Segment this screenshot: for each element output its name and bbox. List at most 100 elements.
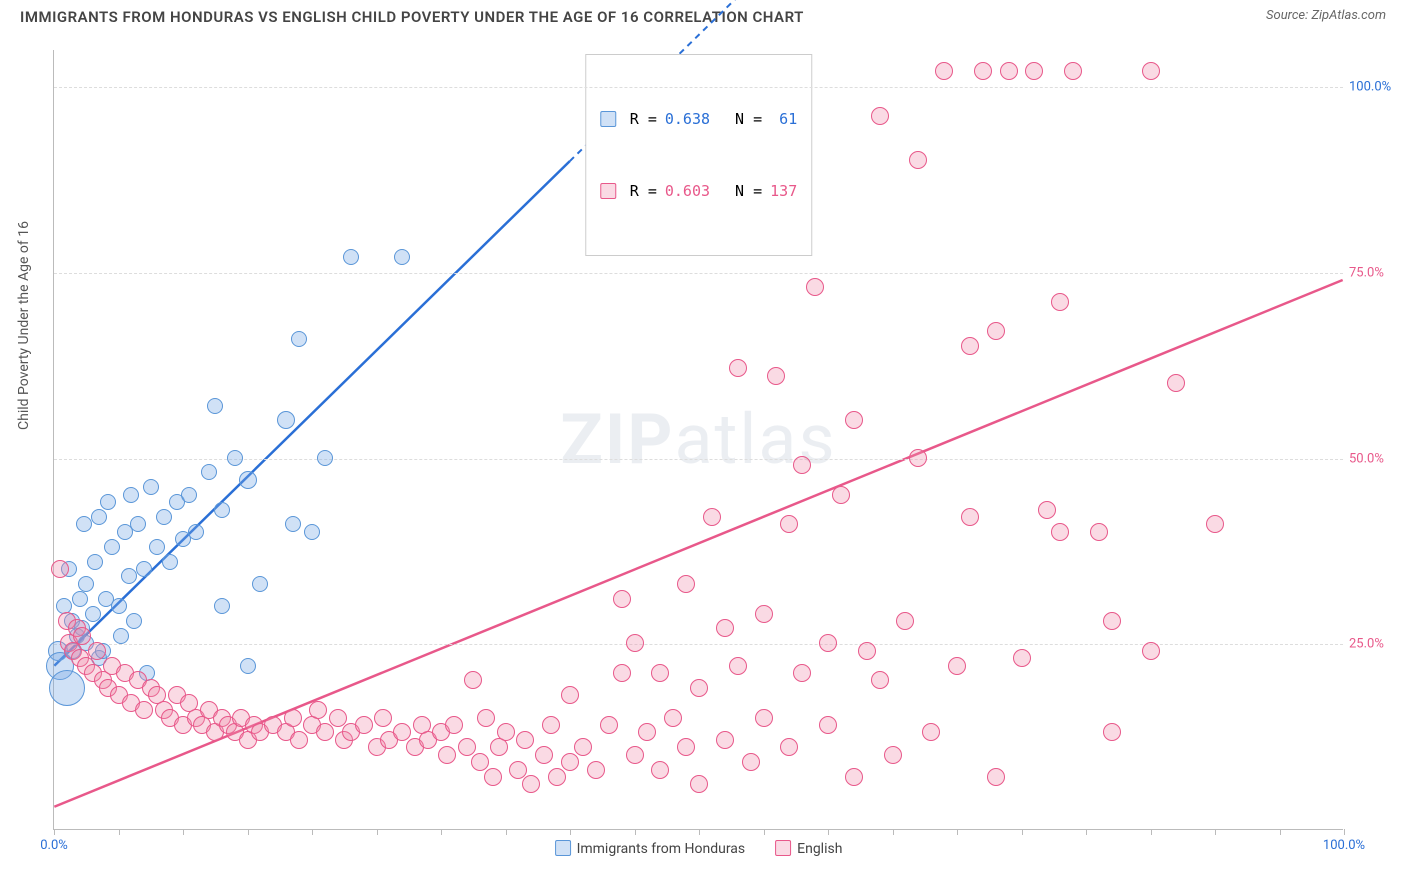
r-label: R = [630, 107, 657, 131]
n-value-english: 137 [770, 179, 797, 203]
xtick-label: 0.0% [40, 838, 68, 853]
data-point-english [290, 731, 308, 749]
data-point-honduras [76, 516, 92, 532]
data-point-honduras [304, 524, 320, 540]
data-point-english [858, 642, 876, 660]
ytick-label: 25.0% [1349, 637, 1399, 652]
data-point-honduras [162, 554, 178, 570]
data-point-honduras [126, 613, 142, 629]
n-label: N = [735, 107, 762, 131]
swatch-english [600, 183, 616, 199]
xtick [441, 829, 442, 835]
data-point-english [445, 716, 463, 734]
data-point-english [587, 761, 605, 779]
gridline-h [54, 87, 1343, 88]
plot-area: ZIPatlas R = 0.638 N = 61 R = 0.603 N = … [53, 50, 1343, 830]
xtick [699, 829, 700, 835]
data-point-honduras [85, 606, 101, 622]
data-point-english [477, 709, 495, 727]
ytick-label: 50.0% [1349, 451, 1399, 466]
swatch-honduras-icon [555, 840, 571, 856]
data-point-english [1051, 293, 1069, 311]
gridline-h [54, 273, 1343, 274]
data-point-english [1142, 62, 1160, 80]
data-point-english [690, 775, 708, 793]
data-point-honduras [113, 628, 129, 644]
data-point-honduras [277, 411, 295, 429]
data-point-honduras [394, 249, 410, 265]
data-point-honduras [317, 450, 333, 466]
correlation-legend: R = 0.638 N = 61 R = 0.603 N = 137 [585, 54, 812, 256]
data-point-english [626, 746, 644, 764]
data-point-english [535, 746, 553, 764]
xtick [635, 829, 636, 835]
data-point-honduras [252, 576, 268, 592]
data-point-honduras [156, 509, 172, 525]
legend-label-honduras: Immigrants from Honduras [577, 841, 746, 857]
data-point-english [135, 701, 153, 719]
data-point-english [1064, 62, 1082, 80]
data-point-english [819, 716, 837, 734]
data-point-honduras [100, 494, 116, 510]
series-legend: Immigrants from Honduras English [555, 840, 843, 857]
data-point-honduras [104, 539, 120, 555]
data-point-english [793, 456, 811, 474]
data-point-english [458, 738, 476, 756]
swatch-honduras [600, 111, 616, 127]
data-point-english [1103, 612, 1121, 630]
data-point-english [729, 657, 747, 675]
data-point-honduras [87, 554, 103, 570]
xtick [1151, 829, 1152, 835]
data-point-english [1025, 62, 1043, 80]
data-point-english [516, 731, 534, 749]
chart-header: IMMIGRANTS FROM HONDURAS VS ENGLISH CHIL… [0, 0, 1406, 40]
watermark-bold: ZIP [560, 399, 674, 481]
data-point-english [284, 709, 302, 727]
data-point-english [664, 709, 682, 727]
xtick [570, 829, 571, 835]
data-point-honduras [181, 487, 197, 503]
data-point-english [484, 768, 502, 786]
data-point-english [561, 686, 579, 704]
xtick [183, 829, 184, 835]
data-point-english [1167, 374, 1185, 392]
data-point-english [961, 508, 979, 526]
legend-label-english: English [797, 841, 842, 857]
xtick [893, 829, 894, 835]
xtick [119, 829, 120, 835]
data-point-english [703, 508, 721, 526]
data-point-english [871, 671, 889, 689]
y-axis-label: Child Poverty Under the Age of 16 [16, 221, 32, 430]
data-point-english [806, 278, 824, 296]
data-point-honduras [201, 464, 217, 480]
data-point-english [73, 627, 91, 645]
xtick [957, 829, 958, 835]
data-point-english [1142, 642, 1160, 660]
data-point-honduras [136, 561, 152, 577]
n-label: N = [735, 179, 762, 203]
data-point-english [690, 679, 708, 697]
legend-item-honduras: Immigrants from Honduras [555, 840, 746, 857]
trendline-honduras [54, 161, 569, 665]
data-point-english [471, 753, 489, 771]
data-point-english [884, 746, 902, 764]
data-point-english [1000, 62, 1018, 80]
data-point-honduras [49, 670, 85, 706]
xtick [248, 829, 249, 835]
data-point-english [542, 716, 560, 734]
data-point-english [548, 768, 566, 786]
data-point-english [948, 657, 966, 675]
data-point-english [374, 709, 392, 727]
xtick [828, 829, 829, 835]
xtick [1022, 829, 1023, 835]
swatch-english-icon [775, 840, 791, 856]
xtick [377, 829, 378, 835]
data-point-english [896, 612, 914, 630]
legend-item-english: English [775, 840, 842, 857]
data-point-english [755, 605, 773, 623]
r-label: R = [630, 179, 657, 203]
xtick [54, 829, 55, 835]
xtick [1344, 829, 1345, 835]
data-point-english [522, 775, 540, 793]
data-point-honduras [188, 524, 204, 540]
